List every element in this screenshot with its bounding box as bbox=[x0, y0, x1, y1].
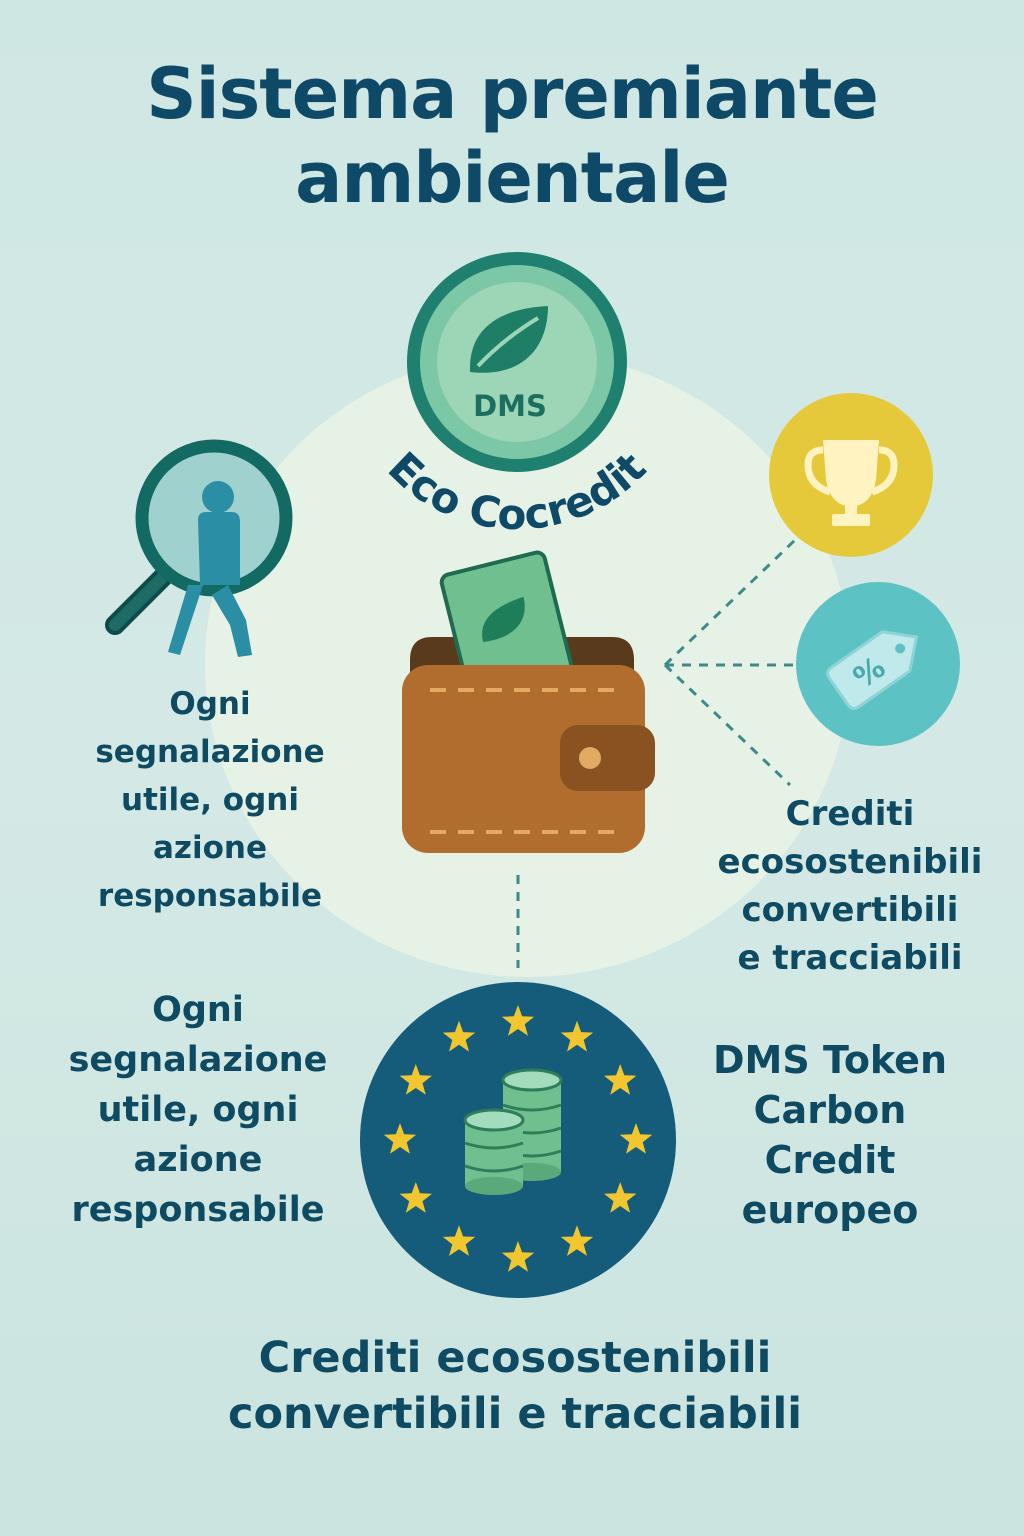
title-line-1: Sistema premiante bbox=[146, 53, 879, 135]
token-caption: DMS Token Carbon Credit europeo bbox=[690, 1035, 970, 1235]
eu-star-icon bbox=[560, 1225, 594, 1256]
bottom-caption-line-1: Crediti ecosostenibili bbox=[258, 1333, 772, 1383]
left-caption-line: utile, ogni bbox=[121, 782, 299, 818]
eu-star-icon bbox=[399, 1182, 432, 1213]
right-caption-line: convertibili bbox=[741, 890, 959, 930]
right-caption: Crediti ecosostenibili convertibili e tr… bbox=[700, 790, 1000, 982]
left-caption-lower-line: segnalazione bbox=[68, 1040, 328, 1080]
left-caption-line: Ogni bbox=[169, 686, 251, 722]
eu-stars-coins-icon bbox=[360, 982, 676, 1298]
eu-star-icon bbox=[604, 1064, 637, 1095]
page-title: Sistema premiante ambientale bbox=[0, 52, 1024, 220]
bottom-caption-line-2: convertibili e tracciabili bbox=[228, 1389, 802, 1439]
connector-trophy bbox=[663, 538, 797, 667]
coin-stack-left bbox=[463, 1108, 525, 1195]
banknote-icon bbox=[439, 550, 575, 703]
leaf-coin-icon: DMS bbox=[407, 252, 627, 472]
token-caption-line: europeo bbox=[741, 1188, 919, 1232]
wallet-icon bbox=[402, 550, 655, 853]
left-caption-line: responsabile bbox=[97, 878, 323, 914]
left-caption: Ogni segnalazione utile, ogni azione res… bbox=[60, 680, 360, 920]
coin-brand: DMS bbox=[473, 389, 547, 423]
token-caption-line: Credit bbox=[764, 1138, 896, 1182]
discount-tag-icon: % bbox=[796, 582, 960, 746]
eu-star-icon bbox=[604, 1182, 637, 1213]
connector-credits bbox=[663, 663, 792, 787]
token-caption-line: Carbon bbox=[753, 1088, 907, 1132]
eu-star-icon bbox=[560, 1020, 594, 1052]
eu-star-icon bbox=[383, 1123, 417, 1154]
left-caption-lower-line: utile, ogni bbox=[97, 1090, 299, 1130]
left-caption-line: azione bbox=[153, 830, 267, 866]
bottom-caption: Crediti ecosostenibili convertibili e tr… bbox=[130, 1330, 900, 1442]
title-line-2: ambientale bbox=[295, 137, 730, 219]
eu-star-icon bbox=[442, 1225, 476, 1256]
left-caption-lower-line: responsabile bbox=[71, 1190, 325, 1230]
left-caption-lower-line: Ogni bbox=[152, 990, 244, 1030]
left-caption-lower: Ogni segnalazione utile, ogni azione res… bbox=[48, 985, 348, 1235]
right-caption-line: ecosostenibili bbox=[717, 842, 983, 882]
right-caption-line: e tracciabili bbox=[737, 938, 963, 978]
eu-star-icon bbox=[501, 1241, 535, 1272]
eu-star-icon bbox=[399, 1064, 432, 1095]
eu-star-icon bbox=[442, 1020, 476, 1052]
right-caption-line: Crediti bbox=[785, 794, 915, 834]
eu-star-icon bbox=[501, 1005, 535, 1036]
magnifier-person-icon bbox=[105, 439, 293, 657]
eu-star-icon bbox=[619, 1123, 653, 1154]
token-caption-line: DMS Token bbox=[712, 1038, 947, 1082]
trophy-icon bbox=[769, 393, 933, 557]
left-caption-line: segnalazione bbox=[95, 734, 325, 770]
left-caption-lower-line: azione bbox=[133, 1140, 263, 1180]
connector-lines bbox=[516, 538, 797, 968]
